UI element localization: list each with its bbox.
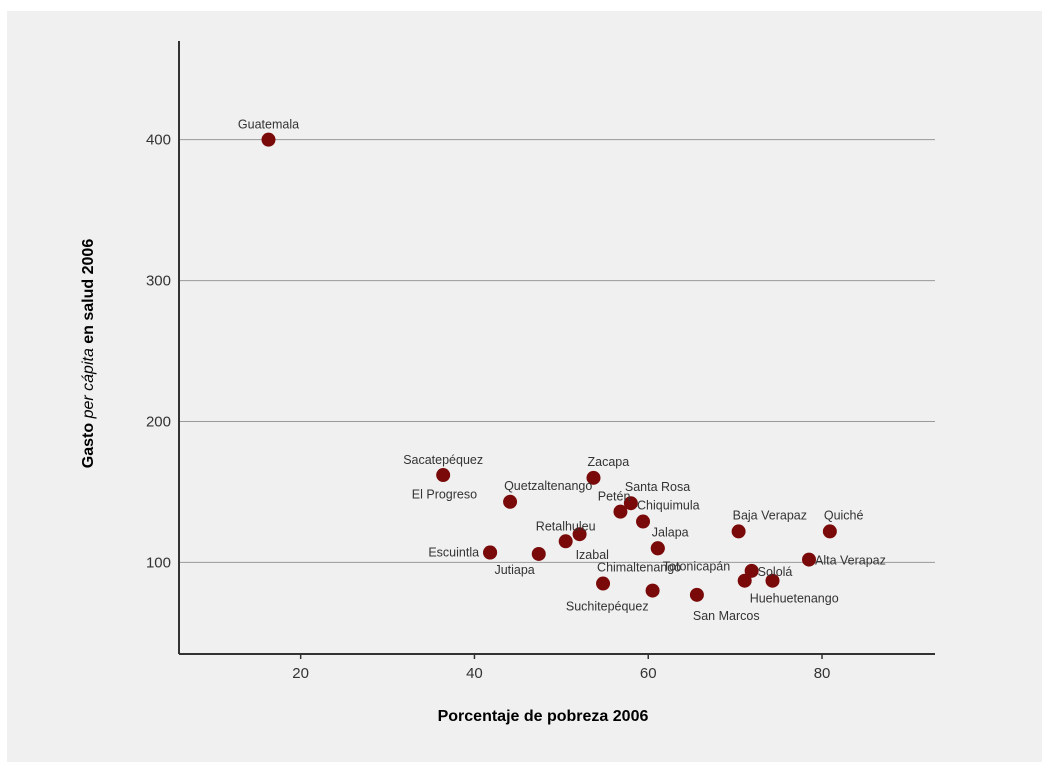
- data-point: [261, 132, 276, 147]
- point-label: El Progreso: [412, 488, 477, 502]
- x-axis-title: Porcentaje de pobreza 2006: [438, 708, 649, 725]
- data-point: [586, 470, 601, 485]
- point-label: San Marcos: [693, 609, 760, 623]
- point-label: Izabal: [576, 548, 609, 562]
- point-label: Chimaltenango: [597, 561, 681, 575]
- point-label: Chiquimula: [637, 499, 700, 513]
- gridlines: [179, 139, 935, 563]
- data-point: [572, 527, 587, 542]
- x-tick-label-20: 20: [292, 665, 309, 682]
- point-label: Jalapa: [652, 525, 689, 539]
- point-label: Quetzaltenango: [504, 479, 592, 493]
- data-point: [737, 573, 752, 588]
- point-label: Jutiapa: [494, 563, 534, 577]
- data-point: [731, 524, 746, 539]
- x-tick-label-40: 40: [466, 665, 483, 682]
- point-label: Escuintla: [428, 546, 479, 560]
- point-label: Quiché: [824, 508, 864, 522]
- y-axis-title-part: per cápita: [80, 348, 97, 419]
- y-tick-label-400: 400: [146, 132, 171, 149]
- data-point: [596, 576, 611, 591]
- data-point: [744, 563, 759, 578]
- point-labels: Guatemala Sacatepéquez Quetzaltenango El Pr…: [238, 118, 886, 623]
- point-label: Baja Verapaz: [733, 508, 807, 522]
- data-point: [636, 514, 651, 529]
- data-point: [531, 546, 546, 561]
- y-tick-label-300: 300: [146, 273, 171, 290]
- x-tick-label-60: 60: [640, 665, 657, 682]
- point-label: Totonicapán: [663, 559, 730, 573]
- point-label: Sacatepéquez: [403, 453, 483, 467]
- y-axis-title: Gasto per cápita en salud 2006: [80, 239, 97, 469]
- point-label: Retalhuleu: [536, 519, 596, 533]
- data-point: [503, 494, 518, 509]
- data-point: [650, 541, 665, 556]
- chart-panel: 100 200 300 400 20 40 60 80 Guatemala Sacatepéqu…: [7, 11, 1042, 762]
- data-point: [436, 468, 451, 483]
- point-label: Alta Verapaz: [815, 554, 886, 568]
- tick-labels: 100 200 300 400 20 40 60 80: [146, 132, 830, 682]
- data-point: [689, 587, 704, 602]
- point-label: Suchitepéquez: [566, 600, 649, 614]
- y-axis-title-part: en salud 2006: [80, 239, 97, 348]
- data-point: [765, 573, 780, 588]
- point-label: Guatemala: [238, 118, 299, 132]
- axes: [178, 41, 935, 655]
- y-tick-label-200: 200: [146, 413, 171, 430]
- x-tick-label-80: 80: [814, 665, 831, 682]
- y-axis-title-part: Gasto: [80, 418, 97, 468]
- data-point: [613, 504, 628, 519]
- point-label: Huehuetenango: [750, 592, 839, 606]
- data-point: [645, 583, 660, 598]
- point-label: Zacapa: [587, 455, 629, 469]
- y-tick-label-100: 100: [146, 554, 171, 571]
- data-point: [558, 534, 573, 549]
- data-point: [483, 545, 498, 560]
- point-label: Petén: [598, 490, 631, 504]
- scatter-chart: 100 200 300 400 20 40 60 80 Guatemala Sacatepéqu…: [80, 41, 935, 725]
- point-label: Sololá: [758, 565, 793, 579]
- data-points: [261, 132, 837, 602]
- data-point: [822, 524, 837, 539]
- data-point: [802, 552, 816, 567]
- data-point: [623, 496, 638, 511]
- point-label: Santa Rosa: [625, 480, 690, 494]
